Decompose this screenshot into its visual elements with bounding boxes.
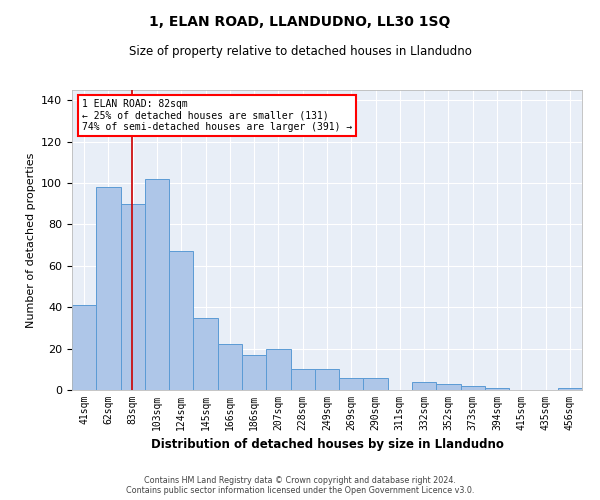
- Bar: [412, 382, 436, 390]
- Bar: [121, 204, 145, 390]
- Bar: [145, 179, 169, 390]
- Bar: [218, 344, 242, 390]
- Bar: [315, 370, 339, 390]
- Bar: [485, 388, 509, 390]
- Text: Contains HM Land Registry data © Crown copyright and database right 2024.
Contai: Contains HM Land Registry data © Crown c…: [126, 476, 474, 495]
- Bar: [193, 318, 218, 390]
- Bar: [96, 187, 121, 390]
- Text: 1 ELAN ROAD: 82sqm
← 25% of detached houses are smaller (131)
74% of semi-detach: 1 ELAN ROAD: 82sqm ← 25% of detached hou…: [82, 99, 352, 132]
- Bar: [290, 370, 315, 390]
- Bar: [558, 388, 582, 390]
- Bar: [364, 378, 388, 390]
- Y-axis label: Number of detached properties: Number of detached properties: [26, 152, 35, 328]
- Bar: [242, 355, 266, 390]
- Text: Size of property relative to detached houses in Llandudno: Size of property relative to detached ho…: [128, 45, 472, 58]
- Bar: [72, 305, 96, 390]
- Bar: [266, 348, 290, 390]
- Bar: [339, 378, 364, 390]
- Text: 1, ELAN ROAD, LLANDUDNO, LL30 1SQ: 1, ELAN ROAD, LLANDUDNO, LL30 1SQ: [149, 15, 451, 29]
- Bar: [461, 386, 485, 390]
- X-axis label: Distribution of detached houses by size in Llandudno: Distribution of detached houses by size …: [151, 438, 503, 452]
- Bar: [169, 252, 193, 390]
- Bar: [436, 384, 461, 390]
